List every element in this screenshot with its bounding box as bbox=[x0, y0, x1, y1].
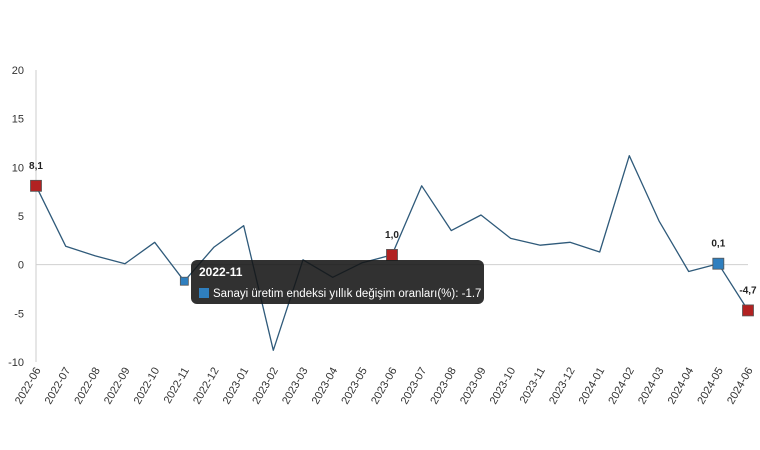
y-tick-label: 5 bbox=[18, 211, 24, 223]
x-tick-label: 2024-02 bbox=[606, 366, 637, 407]
data-label: 0,1 bbox=[711, 239, 725, 250]
y-tick-label: 20 bbox=[12, 65, 24, 77]
x-tick-label: 2023-04 bbox=[310, 366, 341, 407]
tooltip: 2022-11 Sanayi üretim endeksi yıllık değ… bbox=[191, 260, 484, 304]
tooltip-series-swatch bbox=[199, 288, 209, 298]
x-tick-label: 2023-10 bbox=[488, 366, 519, 407]
data-label: 1,0 bbox=[385, 230, 399, 241]
x-tick-label: 2023-09 bbox=[458, 366, 489, 407]
x-tick-label: 2022-11 bbox=[162, 366, 192, 406]
data-point-marker bbox=[179, 276, 189, 286]
x-tick-label: 2024-06 bbox=[725, 366, 756, 407]
data-label: 8,1 bbox=[29, 161, 43, 172]
data-point-marker bbox=[742, 304, 754, 317]
x-tick-label: 2022-10 bbox=[132, 366, 163, 407]
x-tick-label: 2024-04 bbox=[666, 366, 697, 407]
x-tick-label: 2023-08 bbox=[428, 366, 459, 407]
data-point-marker bbox=[30, 179, 42, 192]
y-tick-label: 0 bbox=[18, 260, 24, 272]
tooltip-text: Sanayi üretim endeksi yıllık değişim ora… bbox=[213, 288, 482, 300]
data-label: -4,7 bbox=[739, 285, 757, 296]
x-tick-label: 2023-05 bbox=[339, 366, 370, 407]
x-tick-label: 2024-01 bbox=[577, 366, 608, 407]
x-tick-label: 2022-08 bbox=[72, 366, 103, 407]
x-tick-label: 2022-06 bbox=[13, 366, 44, 407]
y-tick-label: 10 bbox=[12, 162, 24, 174]
x-tick-label: 2023-12 bbox=[547, 366, 578, 407]
x-tick-label: 2023-01 bbox=[221, 366, 252, 407]
y-tick-label: -5 bbox=[14, 308, 24, 320]
data-point-marker bbox=[712, 257, 725, 270]
x-tick-label: 2023-06 bbox=[369, 366, 400, 407]
x-tick-label: 2022-12 bbox=[191, 366, 222, 407]
x-tick-label: 2024-03 bbox=[636, 366, 667, 407]
x-tick-label: 2022-09 bbox=[102, 366, 133, 407]
x-tick-label: 2024-05 bbox=[695, 366, 726, 407]
data-point-marker bbox=[386, 249, 398, 261]
y-tick-label: 15 bbox=[12, 114, 24, 126]
x-tick-label: 2023-11 bbox=[518, 366, 548, 406]
tooltip-row: Sanayi üretim endeksi yıllık değişim ora… bbox=[199, 285, 481, 303]
x-tick-label: 2023-03 bbox=[280, 366, 311, 407]
x-tick-label: 2023-07 bbox=[399, 366, 430, 407]
tooltip-title: 2022-11 bbox=[199, 265, 243, 279]
x-tick-label: 2023-02 bbox=[250, 366, 281, 407]
x-tick-label: 2022-07 bbox=[43, 366, 74, 407]
y-tick-label: -10 bbox=[8, 357, 24, 369]
